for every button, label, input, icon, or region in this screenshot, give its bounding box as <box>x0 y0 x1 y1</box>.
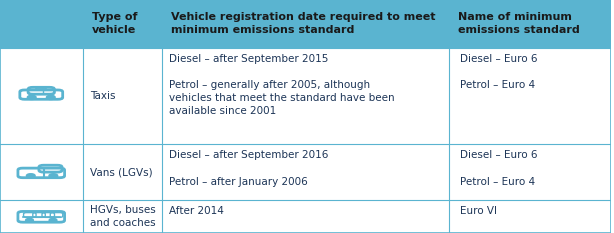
Bar <box>0 48 611 144</box>
Circle shape <box>28 96 36 99</box>
Circle shape <box>29 175 32 176</box>
Circle shape <box>52 220 54 221</box>
Circle shape <box>26 219 33 222</box>
Text: Type of
vehicle: Type of vehicle <box>91 13 137 35</box>
Text: After 2014: After 2014 <box>169 206 224 216</box>
Text: Name of minimum
emissions standard: Name of minimum emissions standard <box>459 13 580 35</box>
Text: Euro VI: Euro VI <box>460 206 497 216</box>
Text: HGVs, buses
and coaches: HGVs, buses and coaches <box>90 206 155 228</box>
Circle shape <box>52 175 55 176</box>
Circle shape <box>30 97 33 98</box>
Text: Taxis: Taxis <box>90 91 115 101</box>
Circle shape <box>47 96 55 99</box>
Text: Diesel – Euro 6

Petrol – Euro 4: Diesel – Euro 6 Petrol – Euro 4 <box>460 54 538 90</box>
Text: Diesel – after September 2016

Petrol – after January 2006: Diesel – after September 2016 Petrol – a… <box>169 150 328 187</box>
Circle shape <box>49 97 52 98</box>
Text: Diesel – Euro 6

Petrol – Euro 4: Diesel – Euro 6 Petrol – Euro 4 <box>460 150 538 187</box>
Circle shape <box>28 220 31 221</box>
Text: Diesel – after September 2015

Petrol – generally after 2005, although
vehicles : Diesel – after September 2015 Petrol – g… <box>169 54 395 116</box>
Circle shape <box>27 175 34 177</box>
Bar <box>0 144 611 200</box>
Bar <box>0 200 611 233</box>
Circle shape <box>50 219 56 222</box>
Bar <box>0 0 611 48</box>
Circle shape <box>50 175 57 177</box>
Text: Vans (LGVs): Vans (LGVs) <box>90 168 152 177</box>
Text: Vehicle registration date required to meet
minimum emissions standard: Vehicle registration date required to me… <box>171 13 436 35</box>
